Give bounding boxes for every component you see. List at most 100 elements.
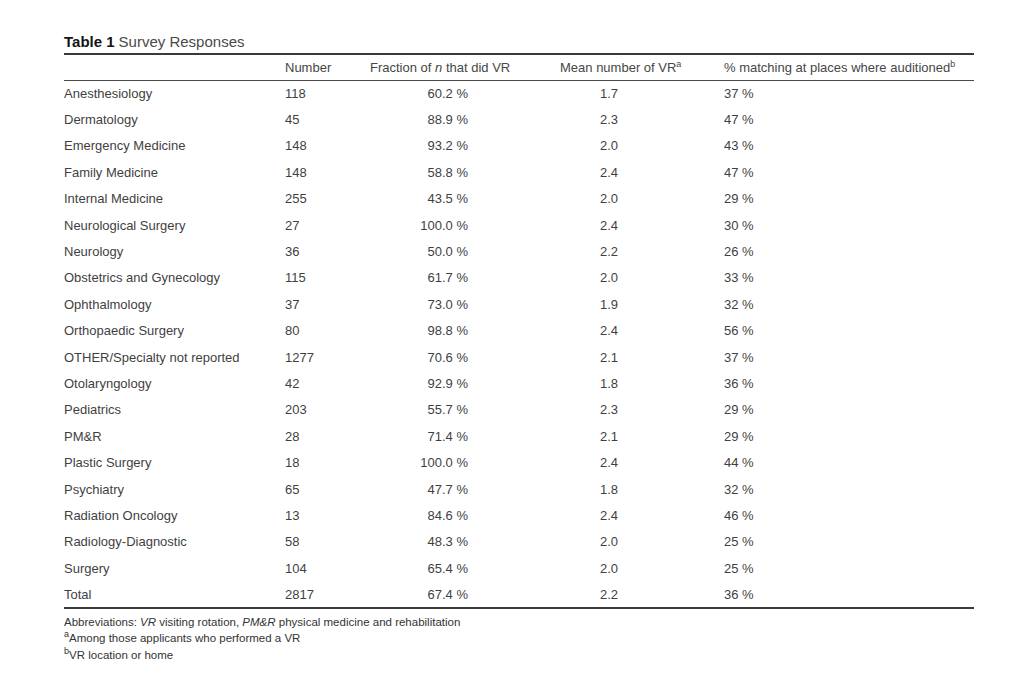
footnote-b: bVR location or home xyxy=(64,647,974,664)
cell-matching: 29 % xyxy=(722,186,974,212)
footnote-abbrev-pmr-def: physical medicine and rehabilitation xyxy=(276,616,461,628)
table-row: Anesthesiology 118 60.2 % 1.7 37 % xyxy=(64,80,974,106)
cell-specialty: Internal Medicine xyxy=(64,186,285,212)
cell-number: 36 xyxy=(285,238,370,264)
table-row: PM&R 28 71.4 % 2.1 29 % xyxy=(64,423,974,449)
cell-matching: 36 % xyxy=(722,370,974,396)
footnote-b-text: VR location or home xyxy=(69,649,173,661)
cell-specialty: Anesthesiology xyxy=(64,80,285,106)
cell-mean: 2.1 xyxy=(548,344,722,370)
cell-number: 2817 xyxy=(285,581,370,607)
footnote-abbrev-prefix: Abbreviations: xyxy=(64,616,140,628)
cell-matching: 25 % xyxy=(722,555,974,581)
cell-fraction: 100.0 % xyxy=(370,449,548,475)
table-footnotes: Abbreviations: VR visiting rotation, PM&… xyxy=(64,614,974,664)
col-header-fraction-prefix: Fraction of xyxy=(370,60,435,75)
table-row: Neurology 36 50.0 % 2.2 26 % xyxy=(64,238,974,264)
cell-fraction: 50.0 % xyxy=(370,238,548,264)
col-header-matching-footnote-marker: b xyxy=(950,58,955,68)
col-header-specialty xyxy=(64,54,285,80)
table-row: Dermatology 45 88.9 % 2.3 47 % xyxy=(64,106,974,132)
cell-specialty: PM&R xyxy=(64,423,285,449)
cell-mean: 2.2 xyxy=(548,581,722,607)
cell-mean: 2.0 xyxy=(548,529,722,555)
table-row: Plastic Surgery 18 100.0 % 2.4 44 % xyxy=(64,449,974,475)
table-row: Emergency Medicine 148 93.2 % 2.0 43 % xyxy=(64,133,974,159)
cell-specialty: OTHER/Specialty not reported xyxy=(64,344,285,370)
cell-matching: 32 % xyxy=(722,476,974,502)
cell-matching: 43 % xyxy=(722,133,974,159)
cell-number: 13 xyxy=(285,502,370,528)
cell-number: 203 xyxy=(285,397,370,423)
table-caption: Table 1Survey Responses xyxy=(64,33,974,50)
cell-fraction: 98.8 % xyxy=(370,318,548,344)
footnote-abbrev-vr: VR xyxy=(140,616,156,628)
cell-mean: 1.7 xyxy=(548,80,722,106)
cell-specialty: Emergency Medicine xyxy=(64,133,285,159)
cell-matching: 56 % xyxy=(722,318,974,344)
cell-mean: 2.4 xyxy=(548,318,722,344)
cell-specialty: Ophthalmology xyxy=(64,291,285,317)
cell-specialty: Plastic Surgery xyxy=(64,449,285,475)
cell-specialty: Radiology-Diagnostic xyxy=(64,529,285,555)
cell-fraction: 100.0 % xyxy=(370,212,548,238)
cell-mean: 2.0 xyxy=(548,186,722,212)
table-row: Radiology-Diagnostic 58 48.3 % 2.0 25 % xyxy=(64,529,974,555)
table-row: Ophthalmology 37 73.0 % 1.9 32 % xyxy=(64,291,974,317)
cell-specialty: Surgery xyxy=(64,555,285,581)
cell-matching: 37 % xyxy=(722,80,974,106)
table-row: Neurological Surgery 27 100.0 % 2.4 30 % xyxy=(64,212,974,238)
cell-number: 65 xyxy=(285,476,370,502)
footnote-a: aAmong those applicants who performed a … xyxy=(64,630,974,647)
cell-specialty: Neurology xyxy=(64,238,285,264)
cell-specialty: Radiation Oncology xyxy=(64,502,285,528)
cell-fraction: 93.2 % xyxy=(370,133,548,159)
col-header-fraction: Fraction of n that did VR xyxy=(370,54,548,80)
cell-number: 115 xyxy=(285,265,370,291)
col-header-mean-text: Mean number of VR xyxy=(560,60,676,75)
cell-specialty: Family Medicine xyxy=(64,159,285,185)
footnote-abbrev-pmr: PM&R xyxy=(242,616,275,628)
survey-responses-table: Number Fraction of n that did VR Mean nu… xyxy=(64,53,974,609)
cell-specialty: Neurological Surgery xyxy=(64,212,285,238)
cell-fraction: 92.9 % xyxy=(370,370,548,396)
cell-matching: 30 % xyxy=(722,212,974,238)
col-header-fraction-suffix: that did VR xyxy=(442,60,510,75)
col-header-matching: % matching at places where auditionedb xyxy=(722,54,974,80)
footnote-abbrev-vr-def: visiting rotation, xyxy=(156,616,242,628)
cell-number: 255 xyxy=(285,186,370,212)
cell-fraction: 67.4 % xyxy=(370,581,548,607)
cell-mean: 2.2 xyxy=(548,238,722,264)
footnote-a-text: Among those applicants who performed a V… xyxy=(69,632,300,644)
cell-matching: 32 % xyxy=(722,291,974,317)
cell-fraction: 73.0 % xyxy=(370,291,548,317)
cell-matching: 37 % xyxy=(722,344,974,370)
cell-number: 80 xyxy=(285,318,370,344)
table-row: Pediatrics 203 55.7 % 2.3 29 % xyxy=(64,397,974,423)
col-header-number: Number xyxy=(285,54,370,80)
footnote-abbreviations: Abbreviations: VR visiting rotation, PM&… xyxy=(64,614,974,631)
cell-matching: 47 % xyxy=(722,106,974,132)
cell-number: 58 xyxy=(285,529,370,555)
cell-fraction: 47.7 % xyxy=(370,476,548,502)
cell-matching: 29 % xyxy=(722,397,974,423)
cell-mean: 1.8 xyxy=(548,370,722,396)
table-caption-label: Table 1 xyxy=(64,33,115,50)
cell-specialty: Pediatrics xyxy=(64,397,285,423)
table-row: Obstetrics and Gynecology 115 61.7 % 2.0… xyxy=(64,265,974,291)
cell-fraction: 43.5 % xyxy=(370,186,548,212)
cell-mean: 2.4 xyxy=(548,212,722,238)
table-row: Orthopaedic Surgery 80 98.8 % 2.4 56 % xyxy=(64,318,974,344)
cell-number: 37 xyxy=(285,291,370,317)
cell-mean: 2.0 xyxy=(548,265,722,291)
table-row: Total 2817 67.4 % 2.2 36 % xyxy=(64,581,974,607)
cell-matching: 26 % xyxy=(722,238,974,264)
cell-matching: 44 % xyxy=(722,449,974,475)
cell-matching: 47 % xyxy=(722,159,974,185)
cell-specialty: Orthopaedic Surgery xyxy=(64,318,285,344)
cell-fraction: 60.2 % xyxy=(370,80,548,106)
cell-mean: 1.8 xyxy=(548,476,722,502)
cell-mean: 2.1 xyxy=(548,423,722,449)
header-row: Number Fraction of n that did VR Mean nu… xyxy=(64,54,974,80)
cell-fraction: 61.7 % xyxy=(370,265,548,291)
